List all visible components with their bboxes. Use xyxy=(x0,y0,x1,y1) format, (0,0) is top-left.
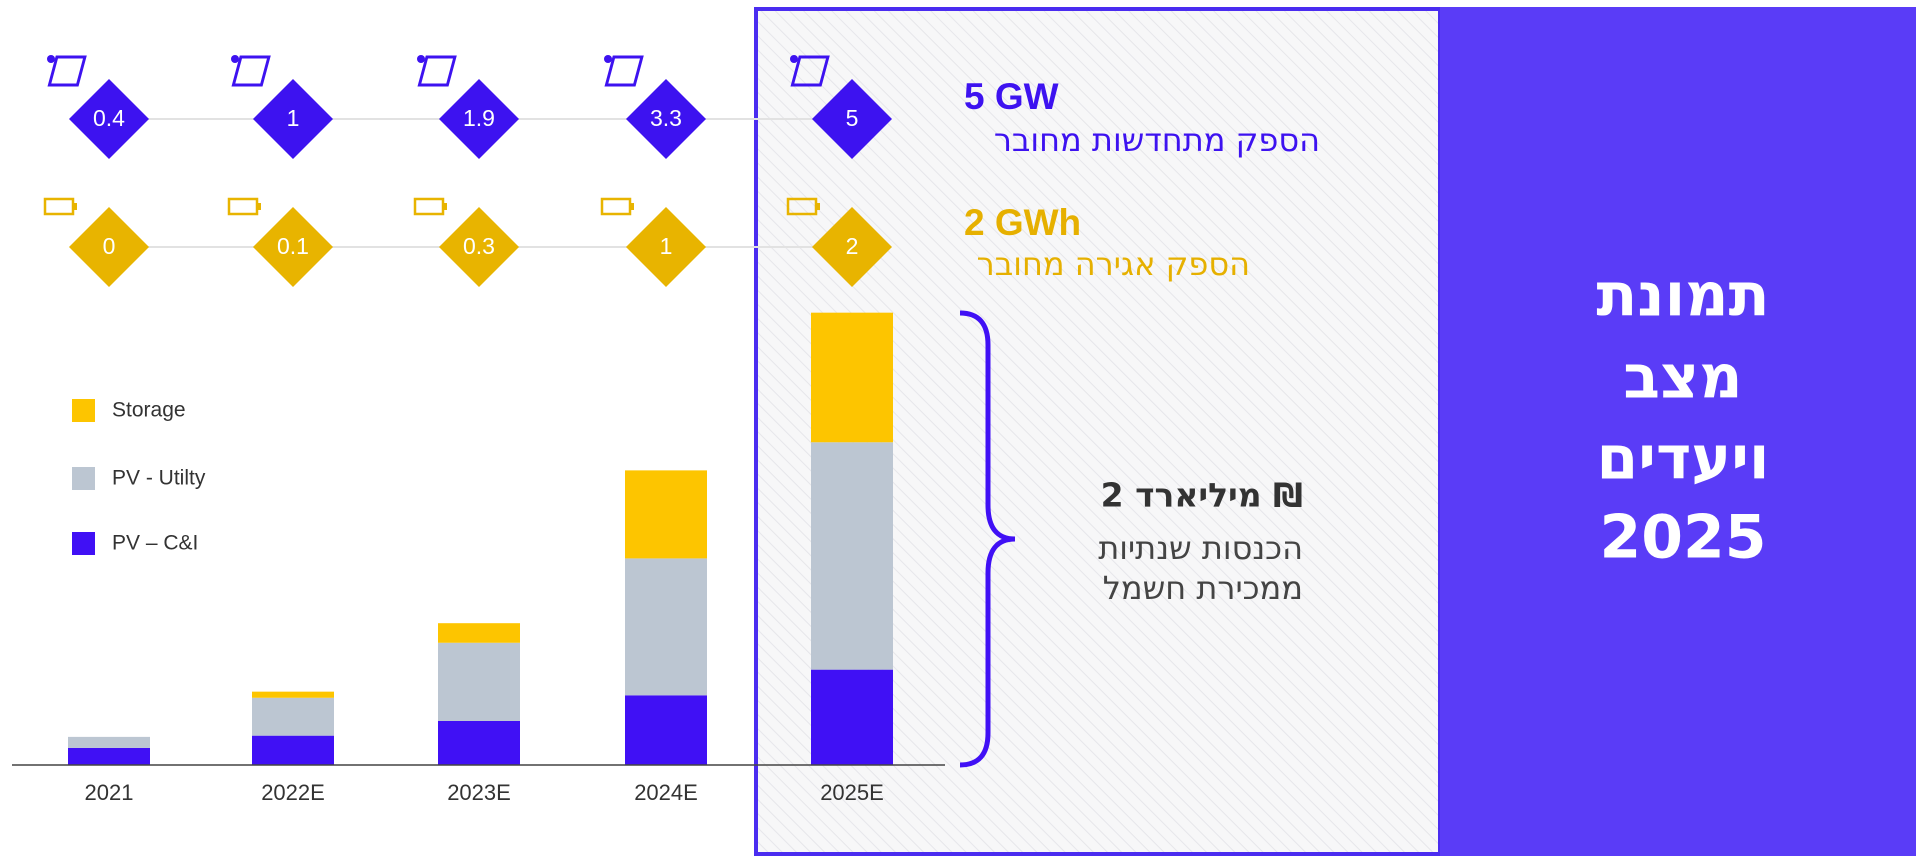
bar-segment xyxy=(438,720,520,765)
sun-icon xyxy=(790,55,798,63)
legend-label: PV - Utilty xyxy=(112,467,206,490)
diamond-label: 1.9 xyxy=(463,105,495,131)
panel-title-line: מצב xyxy=(1623,343,1742,413)
bar-segment xyxy=(68,747,150,765)
value-diamond xyxy=(626,79,706,159)
panel-title-line: תמונת xyxy=(1596,261,1769,331)
value-diamond xyxy=(253,207,333,287)
x-tick-label: 2022E xyxy=(261,780,325,805)
legend-swatch xyxy=(72,532,95,555)
battery-icon xyxy=(600,197,632,216)
value-diamond xyxy=(812,207,892,287)
x-tick-label: 2023E xyxy=(447,780,511,805)
x-tick-label: 2024E xyxy=(634,780,698,805)
bar-segment xyxy=(811,669,893,765)
diamond-label: 3.3 xyxy=(650,105,682,131)
value-diamond xyxy=(69,207,149,287)
sun-icon xyxy=(417,55,425,63)
battery-tip xyxy=(630,203,634,210)
sun-icon xyxy=(231,55,239,63)
revenue-line: הכנסות שנתיות xyxy=(1098,529,1303,567)
solar-icon xyxy=(790,55,830,87)
pv-caption: הספק מתחדשות מחובר xyxy=(994,121,1320,159)
bar-segment xyxy=(252,697,334,736)
bar-segment xyxy=(438,623,520,643)
storage-headline: 2 GWh xyxy=(964,202,1081,243)
diamond-label: 5 xyxy=(846,105,859,131)
x-tick-label: 2021 xyxy=(85,780,134,805)
battery-icon xyxy=(227,197,259,216)
bar-segment xyxy=(252,691,334,698)
battery-icon xyxy=(43,197,75,216)
bar-segment xyxy=(68,736,150,748)
legend-swatch xyxy=(72,467,95,490)
battery-tip xyxy=(257,203,261,210)
diamond-label: 0 xyxy=(103,233,116,259)
value-diamond xyxy=(439,79,519,159)
solar-icon xyxy=(231,55,271,87)
battery-icon xyxy=(413,197,445,216)
legend-swatch xyxy=(72,399,95,422)
battery-tip xyxy=(443,203,447,210)
legend-label: Storage xyxy=(112,399,186,422)
brace xyxy=(959,310,1016,768)
legend-label: PV – C&I xyxy=(112,532,198,555)
battery-tip xyxy=(816,203,820,210)
diamond-label: 0.4 xyxy=(93,105,125,131)
diamond-label: 1 xyxy=(660,233,673,259)
bar-segment xyxy=(438,642,520,721)
diamond-label: 1 xyxy=(287,105,300,131)
battery-tip xyxy=(73,203,77,210)
x-tick-label: 2025E xyxy=(820,780,884,805)
diamond-label: 0.1 xyxy=(277,233,309,259)
diamond-label: 0.3 xyxy=(463,233,495,259)
panel-title-line: ויעדים xyxy=(1597,424,1770,494)
value-diamond xyxy=(439,207,519,287)
sun-icon xyxy=(604,55,612,63)
revenue-line: ממכירת חשמל xyxy=(1103,569,1303,607)
value-diamond xyxy=(812,79,892,159)
bar-segment xyxy=(811,442,893,670)
solar-icon xyxy=(47,55,87,87)
bar-segment xyxy=(625,470,707,559)
value-diamond xyxy=(253,79,333,159)
title-panel xyxy=(1440,7,1916,856)
revenue-headline: 2 מיליארד ₪ xyxy=(1101,476,1303,515)
solar-icon xyxy=(417,55,457,87)
pv-headline: 5 GW xyxy=(964,76,1059,117)
diamond-label: 2 xyxy=(846,233,859,259)
sun-icon xyxy=(47,55,55,63)
value-diamond xyxy=(69,79,149,159)
bar-segment xyxy=(811,312,893,443)
bar-segment xyxy=(625,558,707,696)
solar-icon xyxy=(604,55,644,87)
bar-segment xyxy=(625,695,707,765)
storage-caption: הספק אגירה מחובר xyxy=(977,245,1250,283)
bar-segment xyxy=(252,735,334,765)
panel-title-line: 2025 xyxy=(1600,503,1767,573)
value-diamond xyxy=(626,207,706,287)
